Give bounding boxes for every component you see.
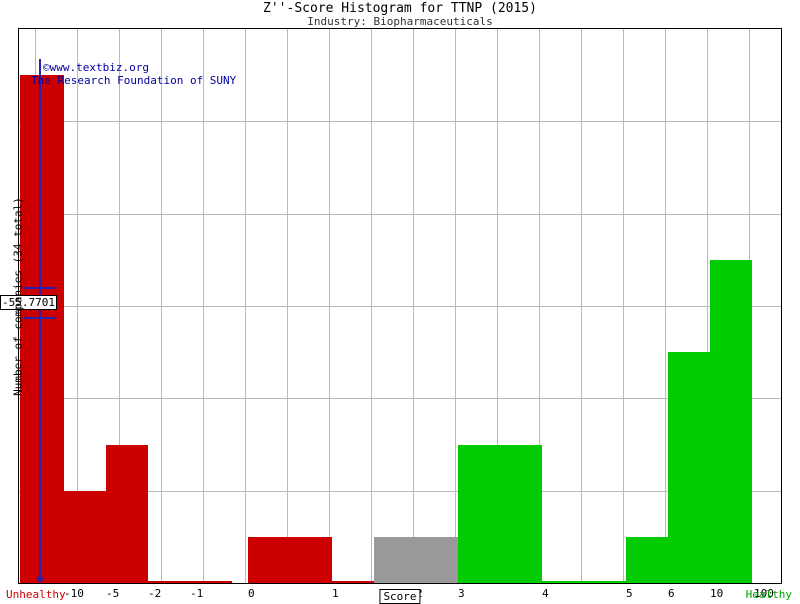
gridline-vertical xyxy=(161,29,162,583)
gridline-vertical xyxy=(455,29,456,583)
watermark-organization: The Research Foundation of SUNY xyxy=(31,74,237,87)
gridline-vertical xyxy=(371,29,372,583)
bar-bin-minus1-0 xyxy=(190,581,232,583)
gridline-vertical xyxy=(665,29,666,583)
gridline-vertical xyxy=(623,29,624,583)
healthy-label: Healthy xyxy=(745,588,792,601)
gridline-vertical xyxy=(707,29,708,583)
gridline-vertical xyxy=(413,29,414,583)
bar-bin-0-1 xyxy=(248,536,332,583)
unhealthy-label: Unhealthy xyxy=(6,588,66,601)
bar-bin-5-6 xyxy=(626,536,668,583)
score-marker-cap-top xyxy=(24,287,56,289)
gridline-vertical xyxy=(203,29,204,583)
gridline-vertical xyxy=(329,29,330,583)
gridline-vertical xyxy=(119,29,120,583)
chart-subtitle: Industry: Biopharmaceuticals xyxy=(307,15,493,28)
gridline-horizontal xyxy=(19,490,781,492)
gridline-vertical xyxy=(245,29,246,583)
chart-title: Z''-Score Histogram for TTNP (2015) xyxy=(263,1,537,16)
bar-bin-3-4 xyxy=(458,444,542,583)
bar-bin-4-5 xyxy=(542,581,626,583)
bar-bin-minus2-minus1 xyxy=(148,581,190,583)
score-marker-line xyxy=(39,59,41,579)
gridline-vertical xyxy=(77,29,78,583)
gridline-horizontal xyxy=(19,213,781,215)
bar-bin-minus10-minus5 xyxy=(64,490,106,583)
score-marker-value: -55.7701 xyxy=(0,295,57,310)
gridline-horizontal xyxy=(19,121,781,123)
score-marker-cap-bottom xyxy=(24,317,56,319)
bar-bin-2-3 xyxy=(374,536,458,583)
bar-bin-6-10 xyxy=(668,352,710,583)
bar-bin-minus5-minus2 xyxy=(106,444,148,583)
gridline-vertical xyxy=(497,29,498,583)
bar-bin-10-100 xyxy=(710,259,752,583)
gridline-vertical xyxy=(581,29,582,583)
plot-area: -55.7701 12 10 8 6 4 2 0 -10 -5 -2 -1 0 … xyxy=(0,28,782,600)
gridline-vertical xyxy=(287,29,288,583)
gridline-horizontal xyxy=(19,398,781,400)
gridline-horizontal xyxy=(19,306,781,307)
x-axis-label: Score xyxy=(379,589,421,604)
bar-bin-1-2 xyxy=(332,581,374,583)
bar-bin-lt-minus10 xyxy=(20,75,64,583)
watermark-url: ©www.textbiz.org xyxy=(43,61,149,74)
y-axis-label: Number of companies (34 total) xyxy=(11,197,25,396)
score-marker-dot xyxy=(37,576,43,582)
gridline-vertical xyxy=(539,29,540,583)
